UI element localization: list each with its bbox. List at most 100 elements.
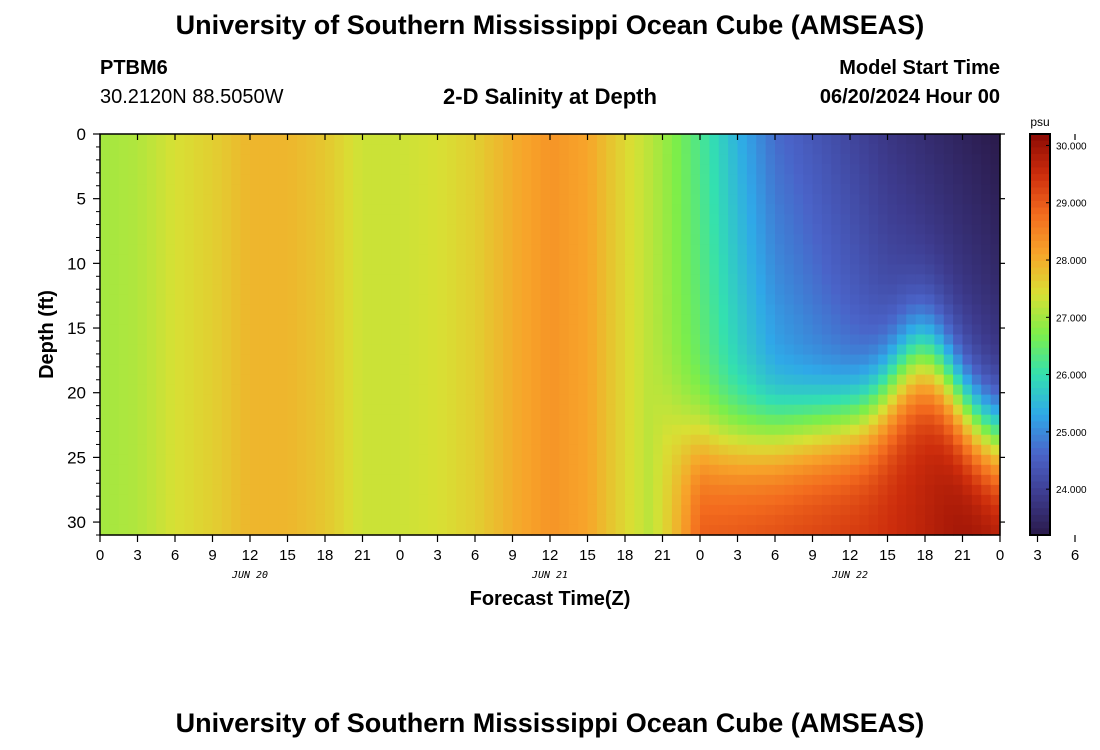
heatmap-cell [728, 174, 739, 185]
heatmap-cell [381, 494, 392, 506]
heatmap-cell [465, 154, 476, 165]
heatmap-cell [925, 384, 935, 396]
heatmap-cell [203, 294, 214, 306]
heatmap-cell [503, 204, 514, 215]
heatmap-cell [343, 504, 354, 516]
heatmap-cell [484, 454, 495, 466]
heatmap-cell [137, 484, 148, 496]
heatmap-cell [371, 404, 382, 416]
heatmap-cell [793, 414, 804, 426]
heatmap-cell [934, 274, 945, 285]
heatmap-cell [446, 274, 457, 285]
heatmap-cell [850, 224, 860, 235]
heatmap-cell [465, 424, 476, 436]
heatmap-cell [287, 464, 298, 476]
heatmap-cell [493, 394, 504, 406]
heatmap-cell [709, 154, 720, 165]
heatmap-cell [306, 374, 317, 386]
heatmap-cell [521, 284, 532, 296]
heatmap-cell [568, 224, 579, 235]
heatmap-cell [690, 144, 701, 155]
heatmap-cell [137, 254, 148, 265]
heatmap-cell [671, 134, 682, 145]
heatmap-cell [915, 484, 926, 496]
heatmap-cell [371, 384, 382, 396]
heatmap-cell [981, 384, 992, 396]
heatmap-cell [906, 174, 917, 185]
heatmap-cell [325, 424, 335, 436]
heatmap-cell [353, 524, 364, 536]
heatmap-cell [446, 464, 457, 476]
heatmap-cell [437, 134, 448, 145]
heatmap-cell [812, 184, 823, 195]
heatmap-cell [306, 264, 317, 275]
heatmap-cell [118, 464, 129, 476]
heatmap-cell [212, 274, 223, 285]
heatmap-cell [390, 244, 401, 255]
heatmap-cell [531, 264, 542, 275]
heatmap-cell [343, 364, 354, 376]
heatmap-cell [653, 294, 664, 306]
heatmap-cell [334, 484, 345, 496]
heatmap-cell [568, 234, 579, 245]
heatmap-cell [259, 444, 270, 456]
heatmap-cell [896, 294, 907, 306]
heatmap-cell [456, 324, 467, 336]
heatmap-cell [512, 354, 523, 366]
heatmap-cell [793, 314, 804, 326]
heatmap-cell [840, 264, 851, 275]
heatmap-cell [437, 354, 448, 366]
heatmap-cell [184, 484, 195, 496]
heatmap-cell [718, 264, 729, 275]
heatmap-cell [812, 214, 823, 225]
heatmap-cell [925, 464, 935, 476]
heatmap-cell [615, 204, 626, 215]
heatmap-cell [531, 344, 542, 356]
heatmap-cell [137, 474, 148, 486]
heatmap-cell [700, 354, 710, 366]
heatmap-cell [559, 254, 570, 265]
heatmap-cell [737, 344, 748, 356]
heatmap-cell [484, 294, 495, 306]
heatmap-cell [896, 194, 907, 205]
heatmap-cell [128, 204, 139, 215]
heatmap-cell [484, 254, 495, 265]
heatmap-cell [250, 444, 260, 456]
heatmap-cell [409, 164, 420, 175]
heatmap-cell [296, 484, 307, 496]
heatmap-cell [962, 344, 973, 356]
heatmap-cell [784, 494, 795, 506]
heatmap-cell [981, 484, 992, 496]
heatmap-cell [840, 514, 851, 526]
heatmap-cell [315, 414, 326, 426]
heatmap-cell [231, 254, 242, 265]
heatmap-cell [240, 154, 251, 165]
heatmap-cell [681, 344, 692, 356]
heatmap-cell [100, 204, 110, 215]
heatmap-cell [521, 514, 532, 526]
heatmap-cell [868, 434, 879, 446]
heatmap-cell [437, 444, 448, 456]
heatmap-cell [625, 464, 635, 476]
heatmap-cell [803, 334, 814, 346]
heatmap-cell [550, 254, 560, 265]
heatmap-cell [803, 184, 814, 195]
heatmap-cell [278, 394, 289, 406]
heatmap-cell [306, 394, 317, 406]
heatmap-cell [512, 444, 523, 456]
heatmap-cell [531, 144, 542, 155]
heatmap-cell [109, 464, 120, 476]
heatmap-cell [887, 204, 898, 215]
heatmap-cell [915, 214, 926, 225]
heatmap-cell [400, 294, 410, 306]
heatmap-cell [850, 424, 860, 436]
heatmap-cell [362, 134, 373, 145]
heatmap-cell [943, 464, 954, 476]
heatmap-cell [737, 274, 748, 285]
heatmap-cell [353, 194, 364, 205]
heatmap-cell [437, 394, 448, 406]
heatmap-cell [587, 414, 598, 426]
heatmap-cell [953, 514, 964, 526]
heatmap-cell [418, 474, 429, 486]
heatmap-cell [531, 154, 542, 165]
